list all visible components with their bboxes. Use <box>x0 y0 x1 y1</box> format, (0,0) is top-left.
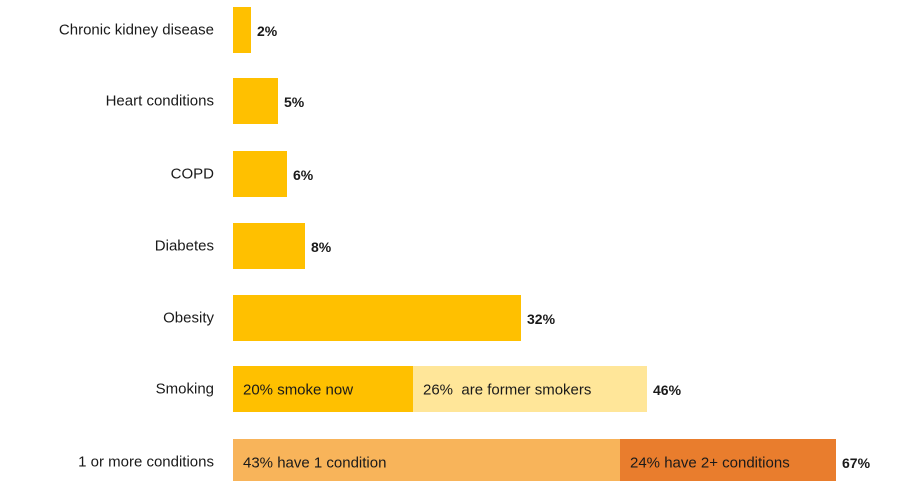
segment-label-1-or-more-conditions-0: 43% have 1 condition <box>243 455 386 472</box>
segment-label-1-or-more-conditions-1: 24% have 2+ conditions <box>630 455 790 472</box>
bar-segment-smoking-0 <box>233 366 413 412</box>
category-label-copd: COPD <box>171 166 215 183</box>
bar-segment-smoking-1 <box>413 366 647 412</box>
value-label-1-or-more-conditions: 67% <box>842 455 871 471</box>
category-label-heart-conditions: Heart conditions <box>106 93 214 110</box>
bar-segment-copd-0 <box>233 151 287 197</box>
value-label-smoking: 46% <box>653 382 682 398</box>
value-label-obesity: 32% <box>527 311 556 327</box>
bar-segment-heart-conditions-0 <box>233 78 278 124</box>
bar-segment-1-or-more-conditions-1 <box>620 439 836 481</box>
value-label-heart-conditions: 5% <box>284 94 305 110</box>
category-label-obesity: Obesity <box>163 310 214 327</box>
value-label-chronic-kidney-disease: 2% <box>257 23 278 39</box>
value-label-diabetes: 8% <box>311 239 332 255</box>
category-label-diabetes: Diabetes <box>155 238 214 255</box>
bar-segment-chronic-kidney-disease-0 <box>233 7 251 53</box>
bar-segment-diabetes-0 <box>233 223 305 269</box>
segment-label-smoking-1: 26% are former smokers <box>423 382 591 399</box>
bar-segment-1-or-more-conditions-0 <box>233 439 620 481</box>
value-label-copd: 6% <box>293 167 314 183</box>
category-label-chronic-kidney-disease: Chronic kidney disease <box>59 22 214 39</box>
category-label-1-or-more-conditions: 1 or more conditions <box>78 454 214 471</box>
segment-label-smoking-0: 20% smoke now <box>243 382 353 399</box>
bar-segment-obesity-0 <box>233 295 521 341</box>
category-label-smoking: Smoking <box>156 381 214 398</box>
